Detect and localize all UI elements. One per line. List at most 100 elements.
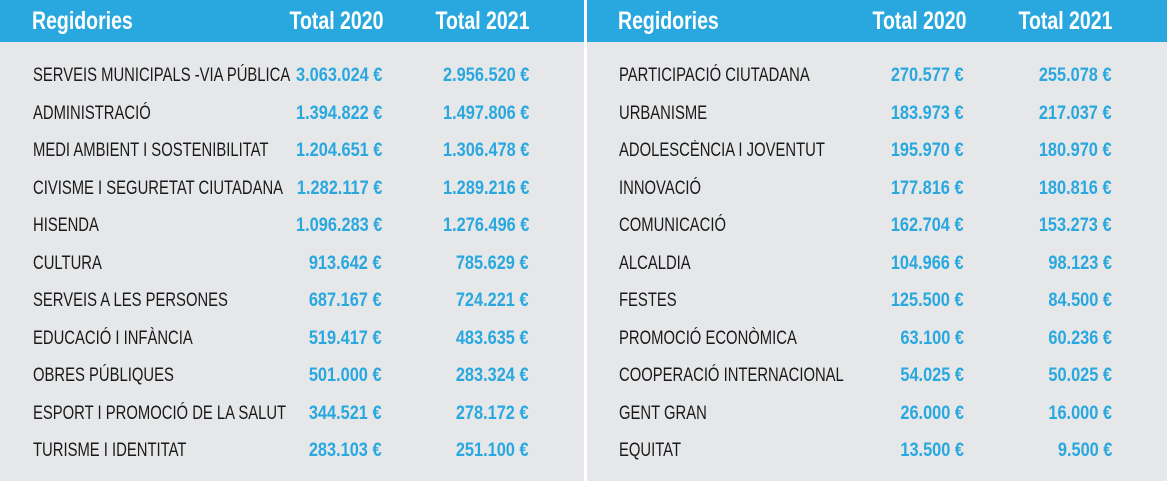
total-2021-value: 1.306.478 € [442, 140, 529, 161]
column-header-regidories: Regidories [618, 7, 719, 35]
regidoria-name: PROMOCIÓ ECONÒMICA [619, 327, 797, 349]
total-2021-value: 153.273 € [1039, 215, 1112, 236]
total-2020-value: 104.966 € [891, 252, 964, 274]
total-2021-value: 483.635 € [456, 327, 529, 349]
regidoria-name: ESPORT I PROMOCIÓ DE LA SALUT [33, 402, 287, 424]
regidoria-name: ADOLESCÈNCIA I JOVENTUT [619, 140, 825, 161]
total-2020-value: 1.282.117 € [296, 177, 382, 199]
table-row: PROMOCIÓ ECONÒMICA 63.100 € 60.236 € [587, 320, 1167, 358]
table-row: COMUNICACIÓ 162.704 € 153.273 € [587, 207, 1167, 245]
total-2021-value: 2.956.520 € [442, 65, 529, 86]
total-2020-value: 63.100 € [900, 327, 964, 349]
total-2020-value: 344.521 € [309, 402, 382, 424]
table-row: SERVEIS MUNICIPALS -VIA PÚBLICA 3.063.024… [0, 57, 584, 95]
column-header-regidories: Regidories [32, 7, 133, 35]
table-row: HISENDA 1.096.283 € 1.276.496 € [0, 207, 584, 245]
regidoria-name: SERVEIS A LES PERSONES [33, 290, 228, 311]
regidoria-name: GENT GRAN [619, 402, 707, 424]
regidoria-name: ADMINISTRACIÓ [33, 102, 151, 124]
total-2020-value: 1.204.651 € [295, 140, 382, 161]
total-2021-value: 50.025 € [1048, 365, 1112, 386]
regidoria-name: EQUITAT [619, 440, 682, 461]
total-2020-value: 54.025 € [900, 365, 964, 386]
total-2020-value: 125.500 € [891, 290, 964, 311]
total-2020-value: 270.577 € [891, 65, 964, 86]
regidoria-name: FESTES [619, 290, 677, 311]
total-2020-value: 283.103 € [309, 440, 382, 461]
table-row: ESPORT I PROMOCIÓ DE LA SALUT 344.521 € 27… [0, 395, 584, 433]
table-row: URBANISME 183.973 € 217.037 € [587, 95, 1167, 133]
table-row: MEDI AMBIENT I SOSTENIBILITAT 1.204.651 €… [0, 132, 584, 170]
total-2021-value: 278.172 € [456, 402, 529, 424]
regidoria-name: COOPERACIÓ INTERNACIONAL [619, 365, 844, 386]
total-2021-value: 1.276.496 € [442, 215, 529, 236]
total-2020-value: 501.000 € [309, 365, 382, 386]
regidoria-name: CULTURA [33, 252, 102, 274]
total-2021-value: 255.078 € [1039, 65, 1112, 86]
total-2021-value: 251.100 € [456, 440, 529, 461]
total-2020-value: 26.000 € [900, 402, 964, 424]
table-row: COOPERACIÓ INTERNACIONAL 54.025 € 50.025 € [587, 357, 1167, 395]
total-2020-value: 177.816 € [891, 177, 964, 199]
left-table-header: Regidories Total 2020 Total 2021 [0, 0, 584, 42]
table-row: GENT GRAN 26.000 € 16.000 € [587, 395, 1167, 433]
table-row: ADOLESCÈNCIA I JOVENTUT 195.970 € 180.970 … [587, 132, 1167, 170]
total-2020-value: 687.167 € [309, 290, 382, 311]
table-row: INNOVACIÓ 177.816 € 180.816 € [587, 170, 1167, 208]
regidoria-name: EDUCACIÓ I INFÀNCIA [33, 327, 193, 349]
total-2021-value: 60.236 € [1048, 327, 1112, 349]
right-table-body: PARTICIPACIÓ CIUTADANA 270.577 € 255.078 €… [587, 57, 1167, 470]
regidoria-name: COMUNICACIÓ [619, 215, 727, 236]
right-budget-table: Regidories Total 2020 Total 2021 PARTICI… [587, 0, 1167, 481]
total-2021-value: 283.324 € [456, 365, 529, 386]
regidoria-name: URBANISME [619, 102, 708, 124]
column-header-total-2020: Total 2020 [289, 7, 383, 35]
table-row: FESTES 125.500 € 84.500 € [587, 282, 1167, 320]
total-2020-value: 913.642 € [309, 252, 382, 274]
total-2021-value: 217.037 € [1039, 102, 1112, 124]
regidoria-name: MEDI AMBIENT I SOSTENIBILITAT [33, 140, 269, 161]
left-budget-table: Regidories Total 2020 Total 2021 SERVEIS… [0, 0, 584, 481]
regidoria-name: INNOVACIÓ [619, 177, 702, 199]
total-2020-value: 183.973 € [891, 102, 964, 124]
total-2021-value: 9.500 € [1057, 440, 1112, 461]
column-header-total-2021: Total 2021 [1018, 7, 1112, 35]
table-row: TURISME I IDENTITAT 283.103 € 251.100 € [0, 432, 584, 470]
table-row: OBRES PÚBLIQUES 501.000 € 283.324 € [0, 357, 584, 395]
regidoria-name: PARTICIPACIÓ CIUTADANA [619, 65, 810, 86]
table-row: CULTURA 913.642 € 785.629 € [0, 245, 584, 283]
regidoria-name: SERVEIS MUNICIPALS -VIA PÚBLICA [33, 65, 291, 86]
table-row: ADMINISTRACIÓ 1.394.822 € 1.497.806 € [0, 95, 584, 133]
total-2020-value: 519.417 € [309, 327, 382, 349]
table-row: PARTICIPACIÓ CIUTADANA 270.577 € 255.078 € [587, 57, 1167, 95]
total-2021-value: 1.289.216 € [442, 177, 529, 199]
table-row: EQUITAT 13.500 € 9.500 € [587, 432, 1167, 470]
total-2021-value: 1.497.806 € [442, 102, 529, 124]
total-2021-value: 724.221 € [456, 290, 529, 311]
table-row: ALCALDIA 104.966 € 98.123 € [587, 245, 1167, 283]
total-2020-value: 13.500 € [900, 440, 964, 461]
regidoria-name: TURISME I IDENTITAT [33, 440, 187, 461]
total-2021-value: 16.000 € [1048, 402, 1112, 424]
table-row: SERVEIS A LES PERSONES 687.167 € 724.221 € [0, 282, 584, 320]
table-row: EDUCACIÓ I INFÀNCIA 519.417 € 483.635 € [0, 320, 584, 358]
total-2021-value: 785.629 € [456, 252, 529, 274]
left-table-body: SERVEIS MUNICIPALS -VIA PÚBLICA 3.063.024… [0, 57, 584, 470]
right-table-header: Regidories Total 2020 Total 2021 [587, 0, 1167, 42]
total-2020-value: 1.394.822 € [295, 102, 382, 124]
regidoria-name: OBRES PÚBLIQUES [33, 365, 174, 386]
regidoria-name: ALCALDIA [619, 252, 691, 274]
total-2020-value: 3.063.024 € [295, 65, 382, 86]
table-row: CIVISME I SEGURETAT CIUTADANA 1.282.117 €… [0, 170, 584, 208]
column-header-total-2020: Total 2020 [872, 7, 966, 35]
total-2021-value: 84.500 € [1048, 290, 1112, 311]
total-2021-value: 180.816 € [1039, 177, 1112, 199]
regidoria-name: HISENDA [33, 215, 99, 236]
regidoria-name: CIVISME I SEGURETAT CIUTADANA [33, 177, 284, 199]
total-2020-value: 162.704 € [891, 215, 964, 236]
column-header-total-2021: Total 2021 [435, 7, 529, 35]
total-2021-value: 98.123 € [1048, 252, 1112, 274]
total-2020-value: 1.096.283 € [295, 215, 382, 236]
total-2020-value: 195.970 € [891, 140, 964, 161]
total-2021-value: 180.970 € [1039, 140, 1112, 161]
